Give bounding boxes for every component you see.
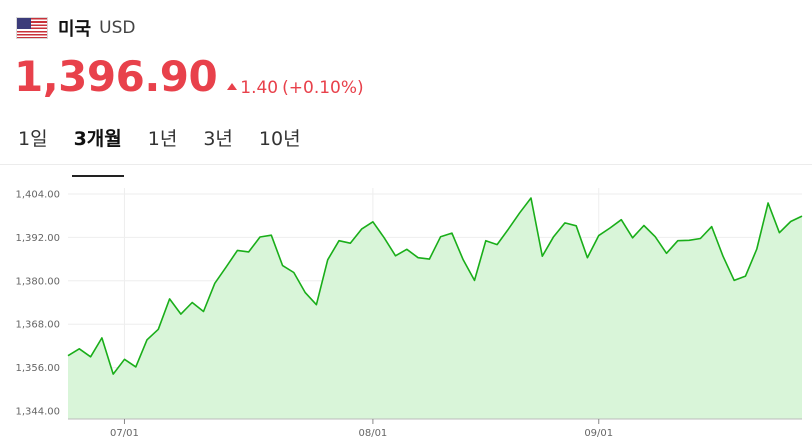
- tab-3y[interactable]: 3년: [203, 128, 233, 150]
- y-tick-label: 1,404.00: [15, 190, 60, 201]
- period-tabs: 1일 3개월 1년 3년 10년: [18, 124, 327, 177]
- y-tick-label: 1,368.00: [15, 320, 60, 331]
- currency-header: 미국 USD: [16, 14, 135, 42]
- tab-3m[interactable]: 3개월: [71, 124, 124, 177]
- us-flag-icon: [16, 17, 48, 39]
- quote-row: 1,396.90 1.40 (+0.10%): [14, 52, 364, 101]
- x-tick-label: 07/01: [110, 428, 139, 439]
- up-triangle-icon: [227, 83, 238, 90]
- x-tick-label: 08/01: [358, 428, 387, 439]
- tab-10y[interactable]: 10년: [258, 128, 301, 150]
- y-tick-label: 1,392.00: [15, 233, 60, 244]
- tab-1d[interactable]: 1일: [18, 128, 48, 150]
- tabs-divider: [0, 164, 812, 165]
- country-name: 미국: [58, 19, 92, 40]
- change-amount: 1.40: [240, 77, 279, 98]
- tab-1y[interactable]: 1년: [147, 128, 178, 150]
- y-tick-label: 1,356.00: [15, 363, 60, 374]
- y-tick-label: 1,344.00: [15, 407, 60, 418]
- currency-code: USD: [99, 18, 136, 38]
- price-change: 1.40 (+0.10%): [227, 77, 364, 98]
- change-percent: (+0.10%): [282, 77, 364, 98]
- area-fill: [68, 198, 802, 419]
- price-line: [67, 197, 803, 375]
- current-price: 1,396.90: [14, 52, 218, 101]
- x-tick-label: 09/01: [584, 428, 613, 439]
- y-tick-label: 1,380.00: [15, 276, 60, 287]
